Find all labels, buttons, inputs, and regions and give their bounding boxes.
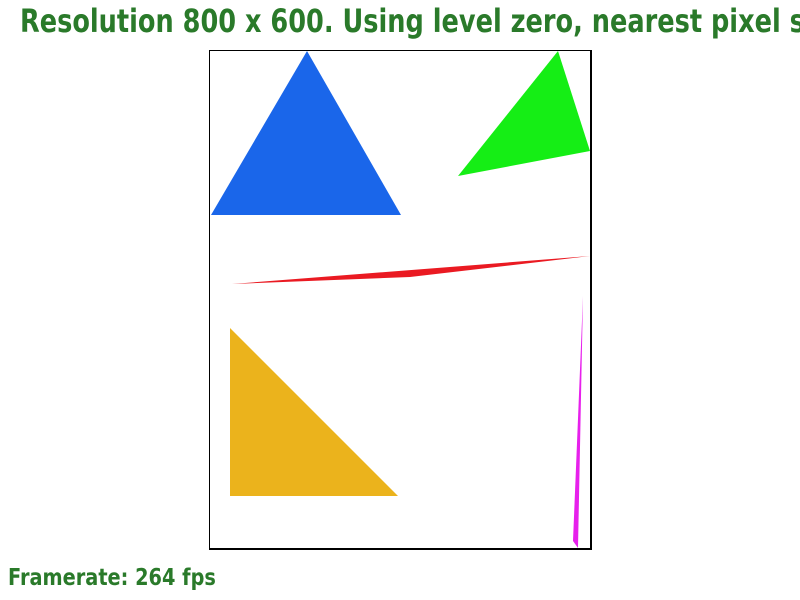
magenta-triangle — [573, 296, 583, 548]
render-canvas — [211, 51, 590, 548]
blue-triangle — [211, 51, 401, 215]
red-triangle — [232, 256, 590, 284]
render-viewport[interactable] — [209, 50, 592, 550]
framerate-text: Framerate: 264 fps — [8, 565, 216, 591]
green-triangle — [458, 51, 590, 176]
yellow-triangle — [230, 328, 398, 496]
resolution-status-text: Resolution 800 x 600. Using level zero, … — [20, 2, 800, 40]
